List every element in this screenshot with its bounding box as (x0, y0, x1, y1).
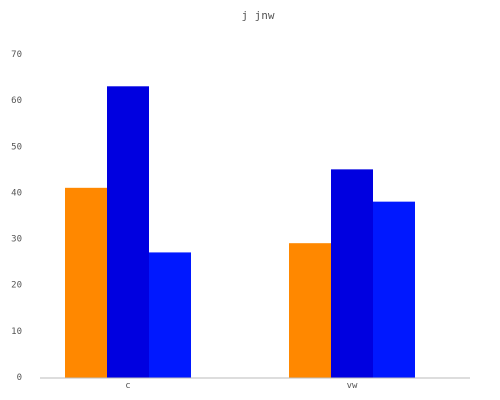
y-tick-label: 30 (11, 235, 22, 245)
bar-c-series-1 (65, 187, 107, 378)
y-tick-label: 50 (11, 142, 22, 152)
x-tick-label: vw (347, 381, 358, 391)
x-tick-label: c (125, 381, 130, 391)
x-axis: c vw (125, 381, 358, 391)
y-tick-label: 60 (11, 96, 22, 106)
bars-group (65, 86, 415, 379)
y-tick-label: 10 (11, 327, 22, 337)
bar-c-series-3 (149, 252, 191, 378)
bar-vw-series-2 (331, 169, 373, 378)
bar-vw-series-3 (373, 201, 415, 378)
y-tick-label: 40 (11, 188, 22, 198)
y-tick-label: 70 (11, 50, 22, 60)
bar-c-series-2 (107, 86, 149, 379)
y-tick-label: 0 (17, 373, 22, 383)
bar-vw-series-1 (289, 243, 331, 378)
y-tick-label: 20 (11, 281, 22, 291)
y-axis: 0 10 20 30 40 50 60 70 (11, 50, 22, 383)
chart-title: j jnw (241, 9, 274, 22)
